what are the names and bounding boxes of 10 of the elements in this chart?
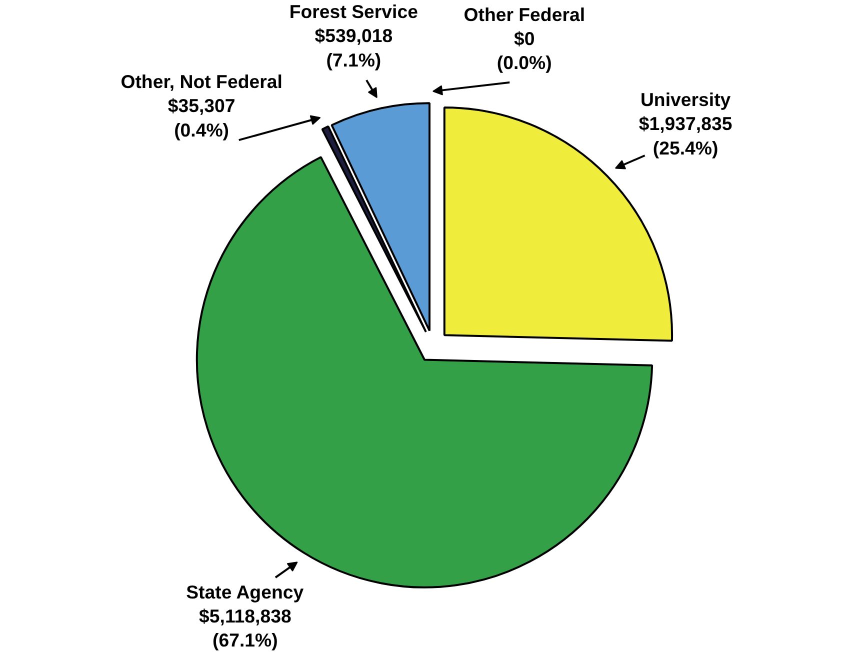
data-label: $5,118,838 (67.1%) [199,606,292,651]
data-label: $35,307 (0.4%) [168,95,236,140]
data-label: $539,018 (7.1%) [314,25,393,70]
text: $0 (0.0%) [496,28,552,74]
slice-label: Forest Service [289,1,418,22]
category-label: Other Federal [464,4,586,25]
slice-label: Other, Not Federal [120,71,282,92]
legend-label: State Agency [186,581,304,602]
data-label: $1,937,835 (25.4%) [638,113,732,158]
slice-label: University [640,89,732,110]
